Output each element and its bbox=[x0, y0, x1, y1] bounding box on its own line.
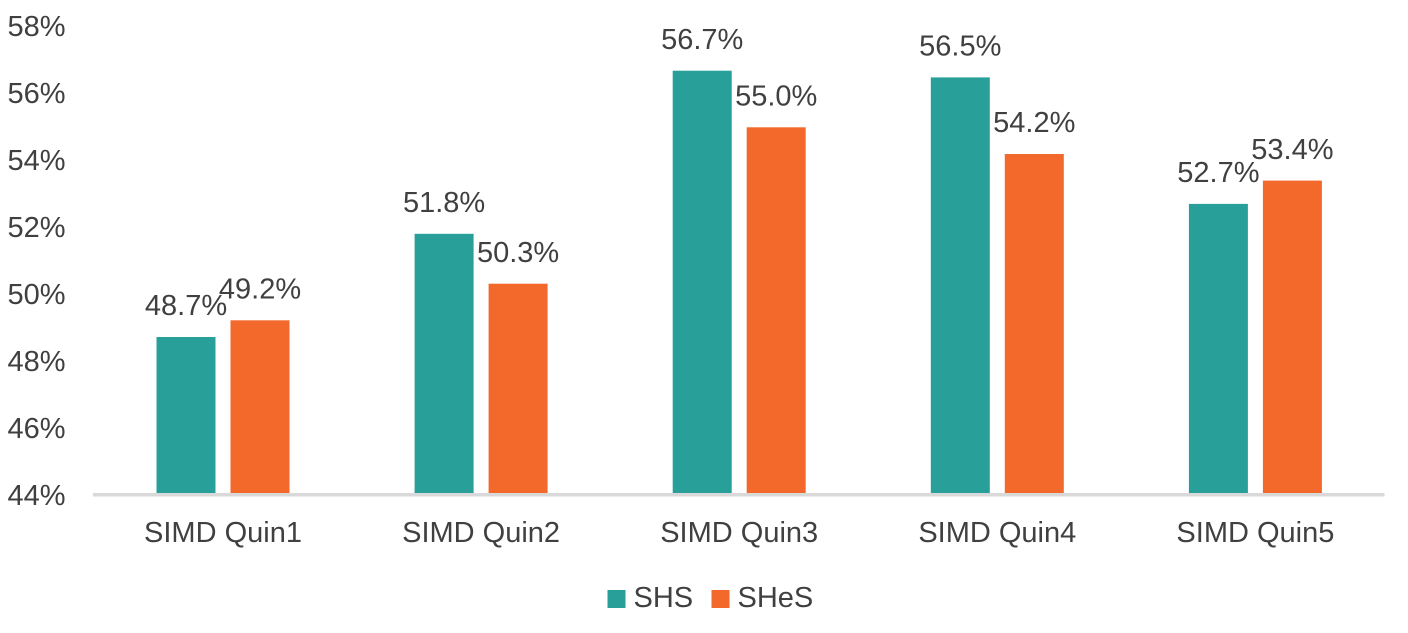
svg-text:50%: 50% bbox=[7, 279, 65, 311]
svg-text:56%: 56% bbox=[7, 78, 65, 110]
svg-text:54%: 54% bbox=[7, 145, 65, 177]
svg-text:49.2%: 49.2% bbox=[219, 274, 301, 306]
svg-text:SIMD Quin4: SIMD Quin4 bbox=[918, 517, 1076, 549]
svg-text:54.2%: 54.2% bbox=[993, 107, 1075, 139]
svg-text:SHS: SHS bbox=[634, 582, 694, 614]
svg-text:55.0%: 55.0% bbox=[735, 81, 817, 113]
svg-text:SIMD Quin5: SIMD Quin5 bbox=[1176, 517, 1334, 549]
svg-text:SIMD Quin2: SIMD Quin2 bbox=[402, 517, 560, 549]
svg-text:48.7%: 48.7% bbox=[145, 290, 227, 322]
svg-text:56.5%: 56.5% bbox=[919, 31, 1001, 63]
svg-text:52%: 52% bbox=[7, 212, 65, 244]
svg-text:48%: 48% bbox=[7, 346, 65, 378]
svg-text:46%: 46% bbox=[7, 413, 65, 445]
svg-text:52.7%: 52.7% bbox=[1177, 157, 1259, 189]
svg-text:50.3%: 50.3% bbox=[477, 237, 559, 269]
svg-text:SHeS: SHeS bbox=[738, 582, 814, 614]
svg-text:53.4%: 53.4% bbox=[1251, 134, 1333, 166]
svg-text:58%: 58% bbox=[7, 11, 65, 43]
svg-text:51.8%: 51.8% bbox=[403, 187, 485, 219]
svg-text:44%: 44% bbox=[7, 480, 65, 512]
svg-text:56.7%: 56.7% bbox=[661, 24, 743, 56]
svg-text:SIMD Quin1: SIMD Quin1 bbox=[144, 517, 302, 549]
svg-text:SIMD Quin3: SIMD Quin3 bbox=[660, 517, 818, 549]
